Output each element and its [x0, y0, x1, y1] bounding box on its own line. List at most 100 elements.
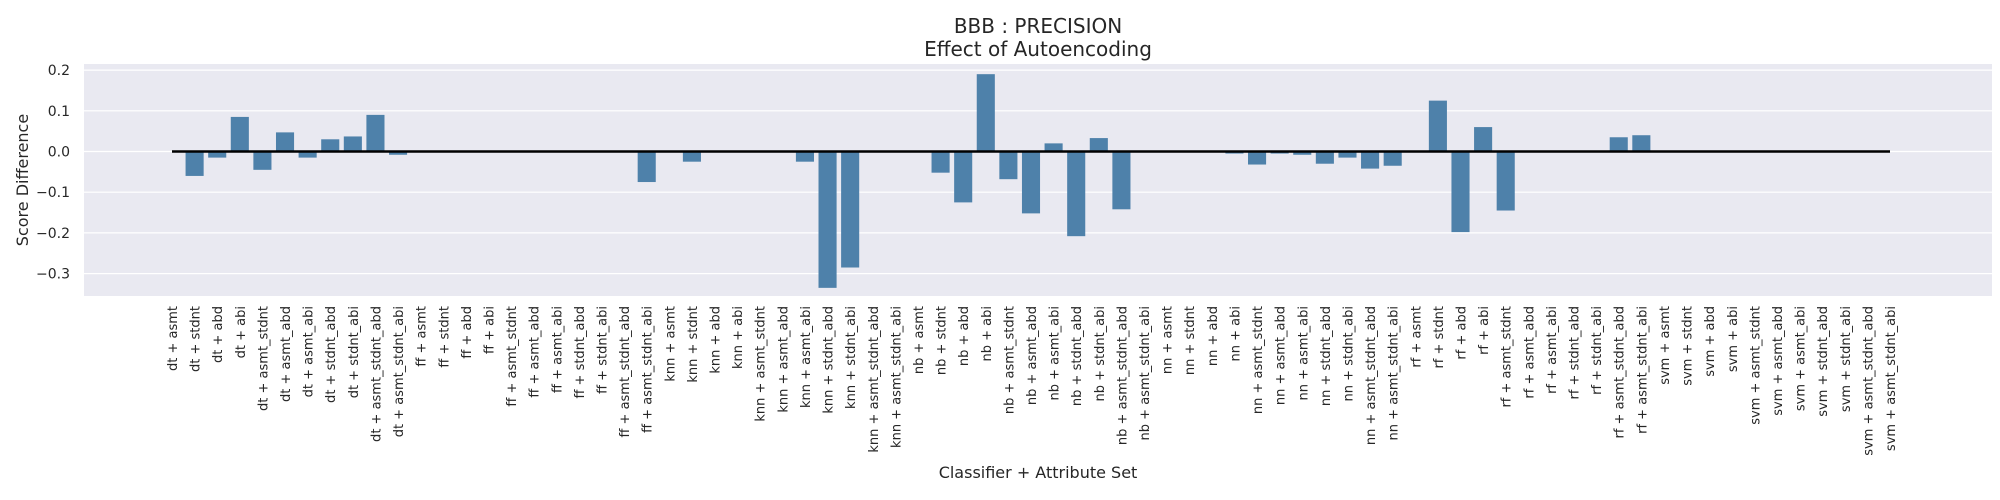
- x-tick-label: knn + abd: [709, 306, 724, 374]
- x-tick-label: nn + asmt_stdnt: [1251, 306, 1266, 414]
- y-tick-label: −0.3: [36, 267, 70, 283]
- x-tick-label: ff + asmt_stdnt: [505, 306, 520, 407]
- x-tick-label: dt + abd: [211, 306, 226, 363]
- x-tick-label: nn + asmt_stdnt_abi: [1387, 306, 1402, 440]
- y-tick-label: −0.2: [36, 226, 70, 242]
- x-tick-label: nb + asmt: [912, 306, 927, 374]
- bar: [1361, 151, 1380, 169]
- x-tick-label: svm + asmt_abd: [1771, 306, 1786, 416]
- x-tick-label: nn + abi: [1228, 306, 1243, 361]
- x-tick-label: nn + stdnt_abd: [1319, 306, 1334, 406]
- bar: [841, 151, 860, 268]
- x-tick-label: nb + asmt_stdnt_abd: [1115, 306, 1130, 445]
- x-tick-label: dt + asmt_stdnt: [256, 306, 271, 411]
- bar: [1609, 137, 1628, 152]
- x-tick-label: nn + asmt_abd: [1274, 306, 1289, 405]
- x-tick-label: nb + abd: [957, 306, 972, 366]
- x-tick-label: rf + asmt_abi: [1545, 306, 1560, 394]
- x-tick-label: svm + asmt_stdnt_abi: [1884, 306, 1899, 451]
- x-tick-label: ff + asmt_stdnt_abd: [618, 306, 633, 438]
- x-tick-label: nb + stdnt_abi: [1093, 306, 1108, 401]
- x-tick-label: knn + stdnt_abd: [822, 306, 837, 414]
- y-tick-labels: 0.2 0.1 0.0 −0.1 −0.2 −0.3: [36, 63, 70, 283]
- x-tick-label: dt + asmt: [166, 306, 181, 371]
- x-tick-label: rf + abi: [1477, 306, 1492, 355]
- bar: [208, 151, 227, 158]
- x-tick-label: knn + asmt_stdnt: [754, 306, 769, 422]
- x-tick-label: svm + asmt_stdnt: [1748, 306, 1763, 425]
- bar: [1248, 151, 1267, 165]
- x-tick-label: rf + asmt_stdnt: [1500, 306, 1515, 408]
- bar: [389, 151, 408, 155]
- y-tick-label: 0.1: [48, 104, 70, 120]
- x-tick-label: dt + asmt_stdnt_abi: [392, 306, 407, 437]
- x-tick-label: svm + asmt_stdnt_abd: [1861, 306, 1876, 456]
- x-tick-label: knn + abi: [731, 306, 746, 369]
- bar: [1293, 151, 1312, 155]
- x-tick-label: ff + abd: [460, 306, 475, 359]
- bar: [1383, 151, 1402, 166]
- x-tick-label: knn + stdnt: [686, 306, 701, 383]
- bar: [366, 114, 385, 152]
- x-tick-label: nb + stdnt: [935, 306, 950, 375]
- y-tick-label: 0.0: [48, 145, 70, 161]
- bar: [230, 116, 249, 152]
- x-tick-label: ff + stdnt_abd: [573, 306, 588, 399]
- x-tick-label: ff + abi: [482, 306, 497, 354]
- bar: [818, 151, 837, 288]
- x-tick-label: rf + asmt_stdnt_abi: [1635, 306, 1650, 434]
- bar: [999, 151, 1018, 180]
- x-tick-label: nb + asmt_stdnt: [1002, 306, 1017, 414]
- x-tick-label: nn + asmt_abi: [1296, 306, 1311, 400]
- x-tick-label: nb + asmt_stdnt_abi: [1138, 306, 1153, 440]
- x-tick-label: rf + asmt_stdnt_abd: [1613, 306, 1628, 439]
- x-tick-label: svm + stdnt_abi: [1839, 306, 1854, 412]
- y-tick-label: 0.2: [48, 63, 70, 79]
- x-tick-label: rf + stdnt: [1432, 306, 1447, 369]
- bars: [185, 74, 1651, 288]
- x-tick-label: ff + asmt_stdnt_abi: [641, 306, 656, 433]
- x-tick-label: nb + asmt_abi: [1048, 306, 1063, 400]
- x-tick-label: nb + asmt_abd: [1025, 306, 1040, 405]
- bar: [1632, 135, 1651, 152]
- x-tick-label: svm + abi: [1726, 306, 1741, 372]
- x-tick-label: nn + abd: [1206, 306, 1221, 366]
- bar: [682, 151, 701, 162]
- x-tick-label: ff + stdnt: [437, 306, 452, 368]
- bar: [1067, 151, 1086, 237]
- x-tick-label: knn + stdnt_abi: [844, 306, 859, 409]
- x-tick-label: svm + stdnt: [1681, 306, 1696, 386]
- bar: [1474, 127, 1493, 152]
- bar: [1451, 151, 1470, 233]
- x-tick-label: knn + asmt: [663, 306, 678, 382]
- x-tick-label: dt + stdnt_abd: [324, 306, 339, 403]
- x-tick-label: knn + asmt_abd: [776, 306, 791, 413]
- x-tick-label: nn + asmt: [1161, 306, 1176, 374]
- x-tick-label: nb + stdnt_abd: [1070, 306, 1085, 406]
- x-tick-label: knn + asmt_abi: [799, 306, 814, 408]
- x-tick-label: dt + abi: [234, 306, 249, 358]
- x-tick-label: rf + stdnt_abi: [1590, 306, 1605, 395]
- x-tick-label: rf + asmt_abd: [1522, 306, 1537, 399]
- bar: [1089, 138, 1108, 152]
- bar: [1496, 151, 1515, 211]
- x-tick-label: nn + stdnt: [1183, 306, 1198, 375]
- x-tick-labels: dt + asmt dt + stdnt dt + abd dt + abi dt + …: [166, 306, 1899, 456]
- x-tick-label: dt + asmt_abd: [279, 306, 294, 402]
- x-tick-label: nb + abi: [980, 306, 995, 361]
- x-tick-label: knn + asmt_stdnt_abd: [867, 306, 882, 453]
- bar: [1044, 143, 1063, 152]
- x-tick-label: dt + asmt_stdnt_abd: [369, 306, 384, 442]
- x-tick-label: ff + asmt: [415, 306, 430, 367]
- bar: [275, 132, 295, 152]
- bar: [298, 151, 317, 158]
- bar: [1112, 151, 1131, 210]
- bar: [253, 151, 272, 170]
- x-axis-label: Classifier + Attribute Set: [939, 463, 1138, 482]
- x-tick-label: svm + asmt: [1658, 306, 1673, 385]
- x-tick-label: rf + abd: [1455, 306, 1470, 360]
- x-tick-label: nn + stdnt_abi: [1341, 306, 1356, 401]
- bar: [931, 151, 950, 173]
- bar: [185, 151, 204, 176]
